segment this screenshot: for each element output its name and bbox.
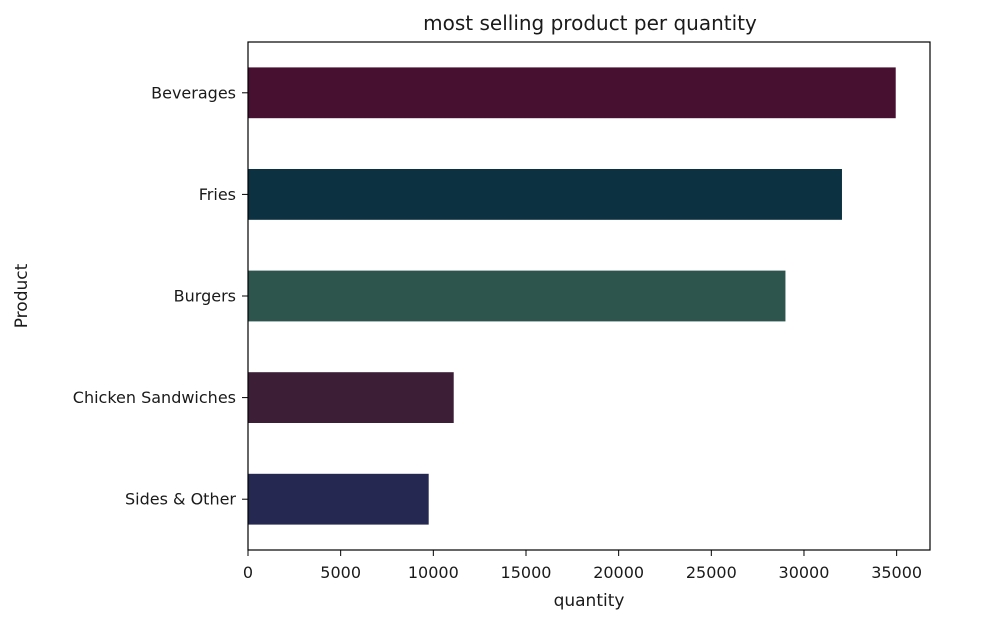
y-tick-label: Fries — [199, 185, 236, 204]
x-tick-label: 10000 — [408, 563, 459, 582]
x-tick-label: 25000 — [686, 563, 737, 582]
y-tick-label: Beverages — [151, 83, 236, 102]
x-axis-label: quantity — [554, 591, 625, 611]
x-tick-label: 35000 — [871, 563, 922, 582]
x-axis-ticks: 0 5000 10000 15000 20000 25000 30000 35000 — [243, 550, 922, 582]
y-tick-label: Sides & Other — [125, 490, 236, 509]
plot-frame — [247, 41, 931, 551]
bar-fries — [248, 169, 842, 220]
x-tick-label: 15000 — [501, 563, 552, 582]
y-tick-label: Burgers — [174, 287, 236, 306]
x-tick-label: 30000 — [779, 563, 830, 582]
chart-title: most selling product per quantity — [423, 11, 757, 35]
bar-beverages — [248, 67, 896, 119]
y-tick-label: Chicken Sandwiches — [73, 388, 236, 407]
bar-burgers — [248, 270, 786, 322]
x-tick-label: 20000 — [593, 563, 644, 582]
x-tick-label: 0 — [243, 563, 253, 582]
y-axis-label: Product — [12, 263, 32, 328]
bar-chicken-sandwiches — [248, 372, 454, 423]
y-axis-ticks: Beverages Fries Burgers Chicken Sandwiches S… — [73, 83, 248, 509]
x-tick-label: 5000 — [320, 563, 361, 582]
bar-sides-other — [248, 473, 429, 525]
bars-layer — [248, 67, 896, 525]
